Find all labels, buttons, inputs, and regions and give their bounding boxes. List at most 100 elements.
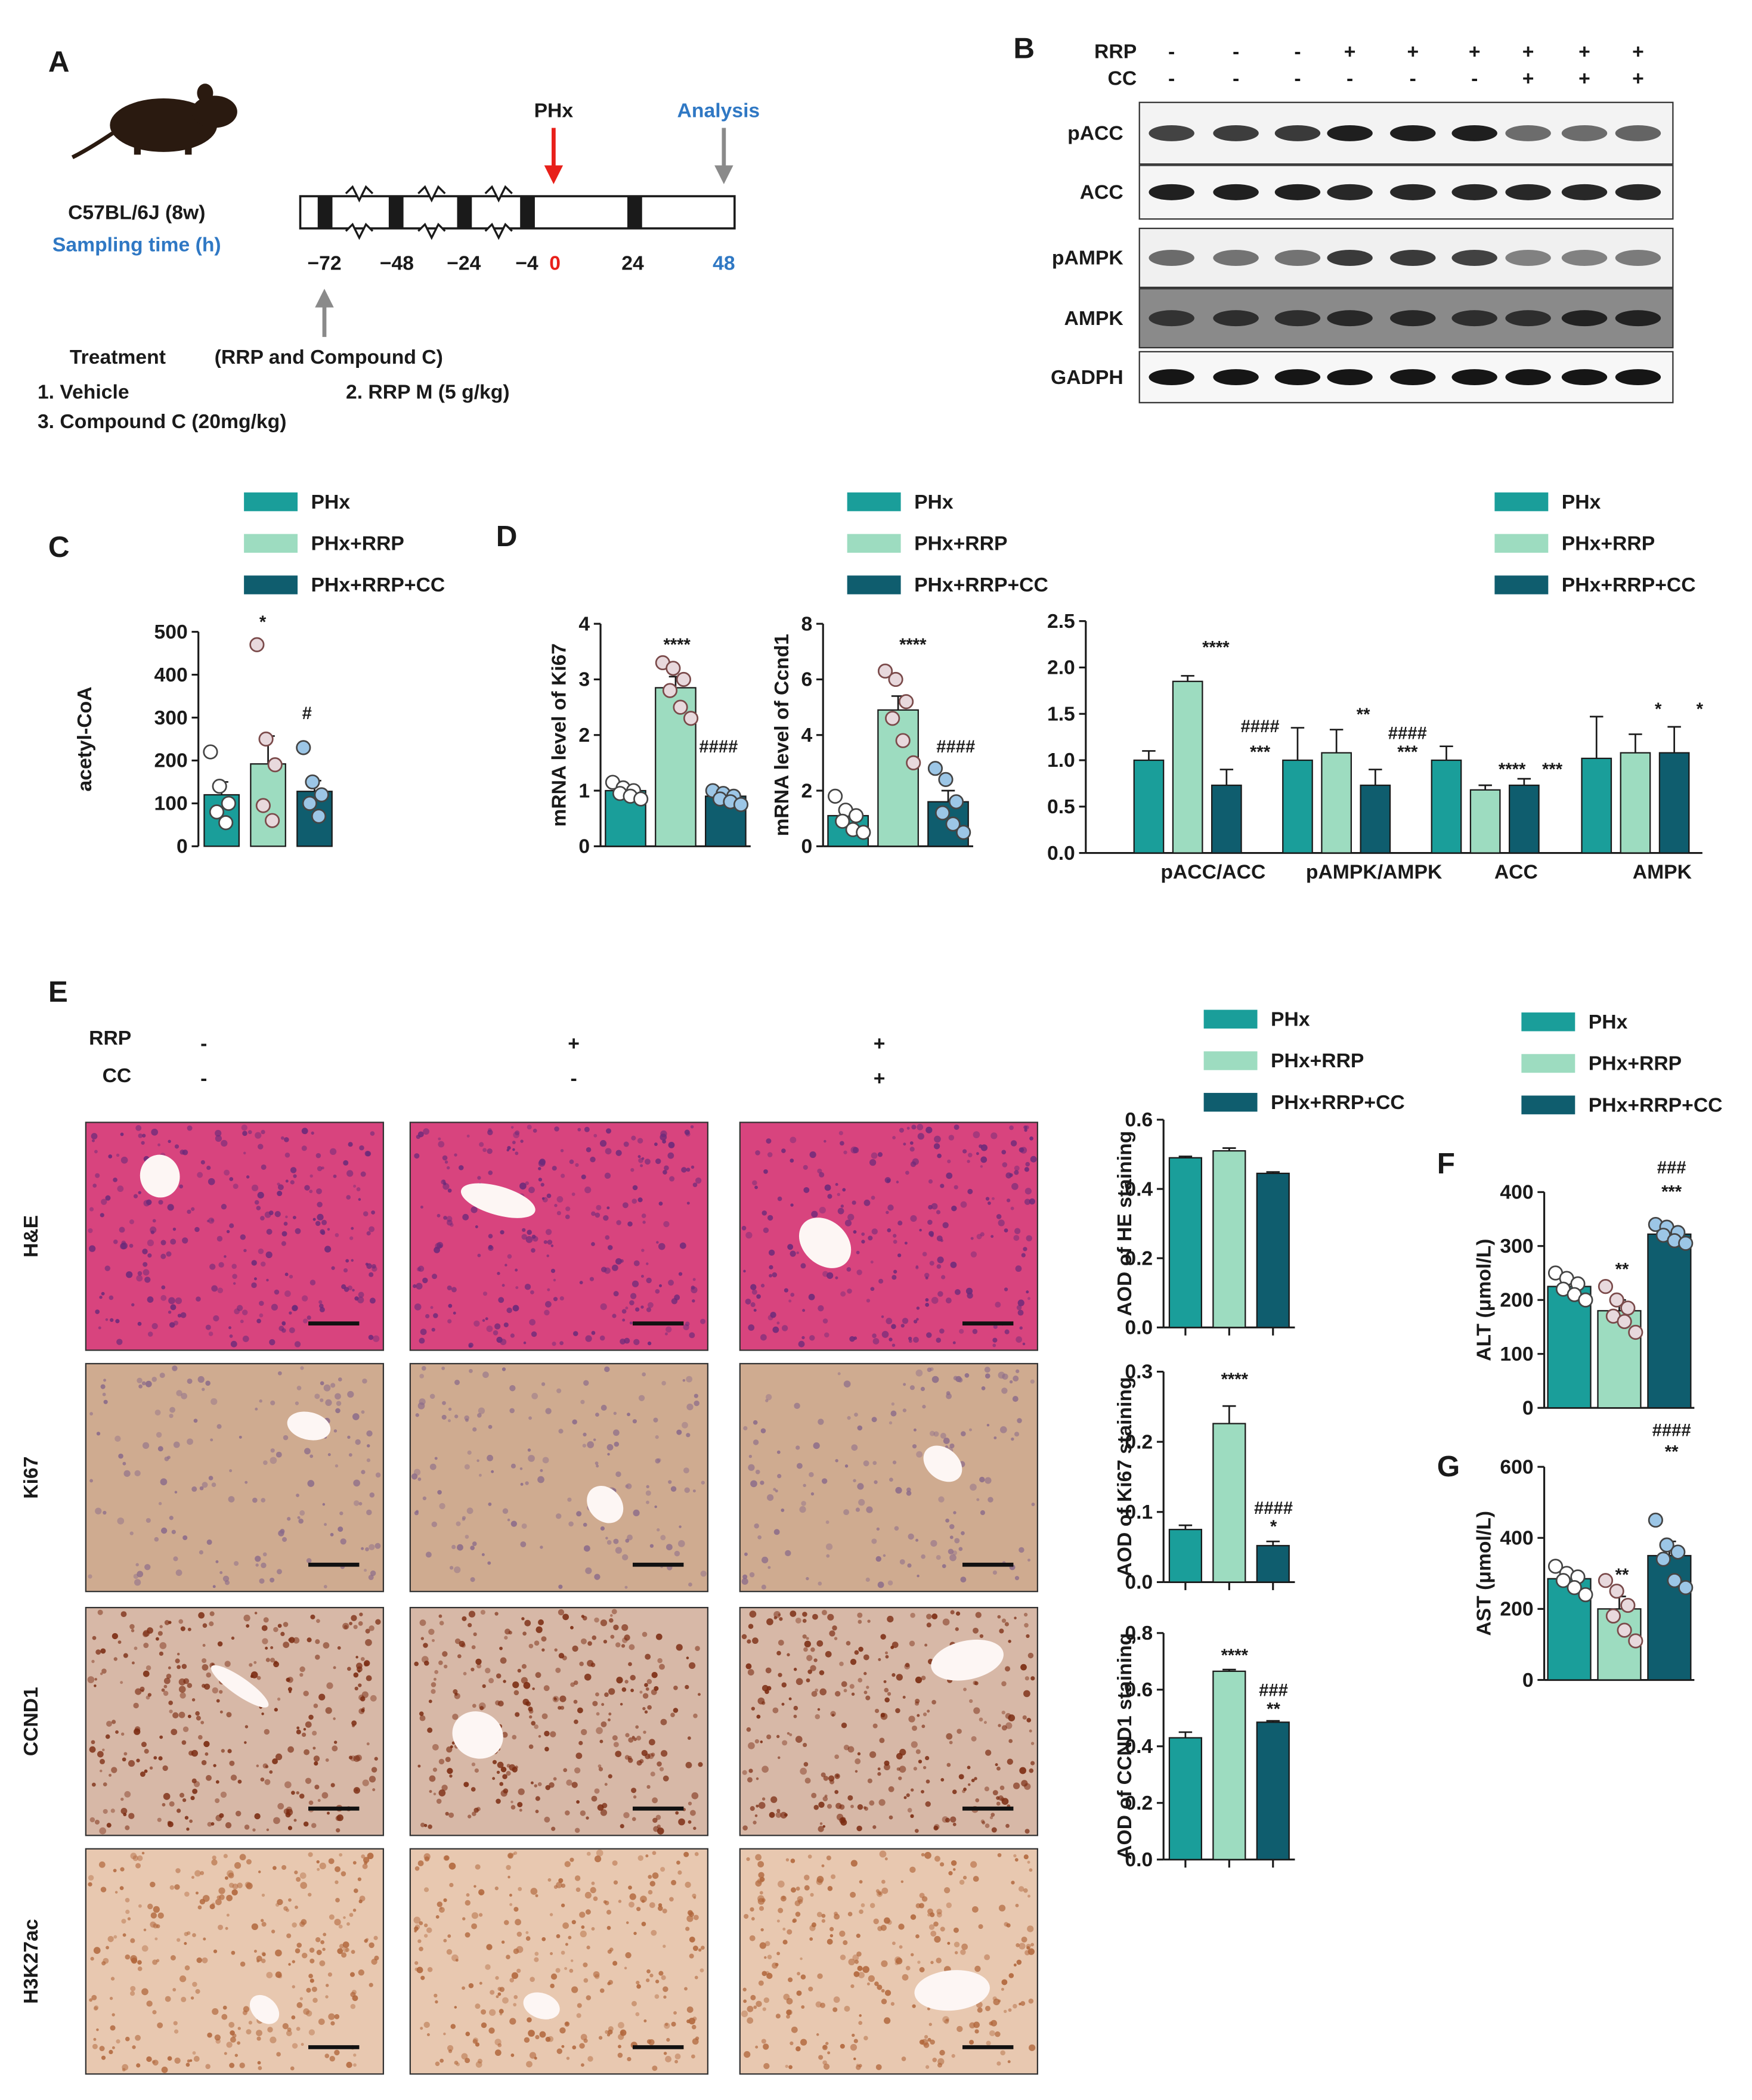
cell-nucleus [943, 1887, 951, 1894]
cell-nucleus [889, 1815, 893, 1820]
blot-band [1390, 125, 1436, 141]
cell-nucleus [345, 1259, 349, 1263]
cell-nucleus [676, 1644, 683, 1651]
cell-nucleus [454, 1153, 457, 1157]
cell-nucleus [925, 1302, 930, 1307]
cell-nucleus [230, 1340, 237, 1348]
cell-nucleus [307, 1480, 315, 1487]
cell-nucleus [694, 1400, 699, 1407]
cell-nucleus [121, 1919, 126, 1924]
cell-nucleus [351, 1226, 354, 1230]
cell-nucleus [488, 1424, 493, 1429]
cell-nucleus [786, 2009, 792, 2015]
cell-nucleus [689, 1810, 696, 1816]
cell-nucleus [853, 2039, 858, 2043]
cell-nucleus [411, 1473, 418, 1480]
cell-nucleus [945, 1445, 948, 1449]
cell-nucleus [309, 1978, 314, 1983]
cell-nucleus [208, 1476, 213, 1480]
cell-nucleus [352, 1724, 355, 1727]
cell-nucleus [624, 1966, 627, 1970]
y-tick-label: 0.4 [1125, 1735, 1153, 1758]
cell-nucleus [317, 1867, 320, 1871]
cell-nucleus [108, 1154, 113, 1159]
cell-nucleus [429, 1775, 436, 1782]
cell-nucleus [325, 1707, 332, 1714]
cell-nucleus [525, 1181, 530, 1185]
cell-nucleus [414, 1924, 420, 1930]
cell-nucleus [852, 2033, 855, 2037]
cell-nucleus [754, 1523, 759, 1529]
cell-nucleus [776, 1919, 780, 1923]
cell-nucleus [468, 1814, 472, 1819]
cell-nucleus [940, 1432, 946, 1439]
cell-nucleus [559, 1296, 564, 1301]
cell-nucleus [766, 1734, 772, 1740]
cell-nucleus [612, 1960, 618, 1966]
cell-nucleus [822, 1796, 828, 1802]
cell-nucleus [246, 2029, 252, 2035]
cell-nucleus [905, 1662, 910, 1668]
cell-nucleus [566, 1779, 572, 1786]
cell-nucleus [137, 1321, 142, 1326]
cell-nucleus [288, 1963, 291, 1966]
cell-nucleus [202, 1658, 207, 1664]
cell-nucleus [438, 1758, 445, 1765]
cell-nucleus [556, 1388, 562, 1393]
cell-nucleus [985, 1749, 992, 1756]
cell-nucleus [429, 1393, 435, 1399]
cell-nucleus [1027, 1925, 1034, 1932]
cell-nucleus [878, 1658, 881, 1661]
cell-nucleus [254, 1612, 258, 1615]
cell-nucleus [972, 1328, 978, 1334]
cell-nucleus [134, 1726, 141, 1732]
cell-nucleus [232, 1274, 237, 1279]
cell-nucleus [969, 1428, 972, 1432]
significance-marker: * [259, 613, 267, 632]
cell-nucleus [559, 2027, 566, 2034]
cell-nucleus [1024, 1950, 1030, 1956]
cell-nucleus [784, 1288, 788, 1293]
cell-nucleus [902, 1408, 907, 1413]
cell-nucleus [628, 1662, 632, 1667]
cell-nucleus [749, 1610, 757, 1618]
vessel-lumen [587, 1486, 624, 1523]
cell-nucleus [808, 1986, 813, 1991]
cell-nucleus [980, 1165, 983, 1168]
data-point [1598, 1573, 1614, 1588]
cell-nucleus [948, 1871, 953, 1876]
cell-nucleus [338, 1526, 343, 1532]
cell-nucleus [309, 1280, 316, 1286]
cell-nucleus [607, 1981, 611, 1986]
cell-nucleus [690, 1125, 694, 1129]
cell-nucleus [506, 1864, 511, 1870]
cell-nucleus [207, 1822, 212, 1827]
cell-nucleus [91, 1994, 97, 2000]
cell-nucleus [899, 1559, 905, 1565]
cell-nucleus [608, 1688, 615, 1695]
cell-nucleus [326, 1984, 329, 1987]
cell-nucleus [665, 2056, 671, 2062]
cell-nucleus [286, 1806, 293, 1813]
lane-cc-sign: + [1578, 67, 1590, 90]
cell-nucleus [468, 1622, 472, 1628]
cell-nucleus [969, 1699, 973, 1703]
cell-nucleus [924, 1272, 930, 1278]
cell-nucleus [482, 1148, 487, 1153]
cell-nucleus [454, 1693, 460, 1699]
cell-nucleus [434, 1246, 440, 1253]
cell-nucleus [335, 1233, 339, 1237]
cell-nucleus [892, 1941, 896, 1946]
cell-nucleus [1014, 1228, 1021, 1234]
cell-nucleus [472, 1811, 476, 1816]
cell-nucleus [835, 1459, 838, 1463]
cell-nucleus [788, 1697, 792, 1701]
cell-nucleus [97, 1751, 104, 1758]
cell-nucleus [886, 1179, 891, 1183]
cell-nucleus [490, 1990, 495, 1995]
cell-nucleus [431, 1521, 438, 1528]
treatment-label: Treatment [70, 346, 166, 368]
cell-nucleus [824, 1139, 827, 1143]
cell-nucleus [476, 1459, 479, 1463]
